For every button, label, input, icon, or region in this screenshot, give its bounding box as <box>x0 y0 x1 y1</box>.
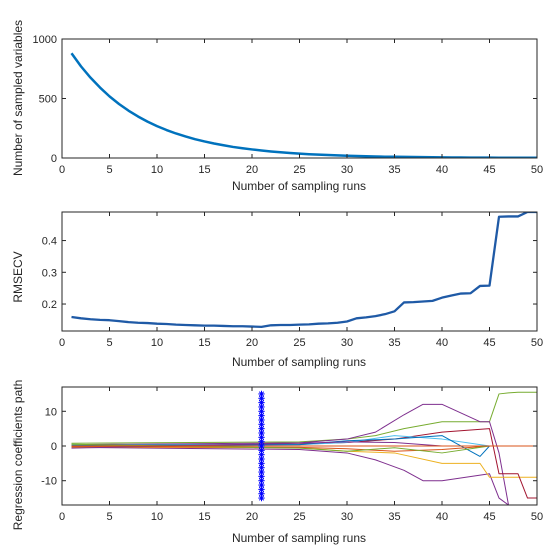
x-tick-label: 30 <box>341 164 353 176</box>
x-tick-label: 0 <box>59 337 65 349</box>
marker-point <box>258 447 265 454</box>
x-tick-label: 20 <box>246 337 258 349</box>
x-tick-label: 40 <box>436 511 448 523</box>
x-tick-label: 20 <box>246 164 258 176</box>
y-tick-label: 0 <box>51 441 57 453</box>
x-tick-label: 45 <box>483 164 495 176</box>
series-line-1 <box>71 403 537 505</box>
y-tick-label: 0.2 <box>42 299 57 311</box>
plot-area <box>62 39 537 158</box>
y-tick-label: 0.3 <box>42 267 57 279</box>
series-group <box>71 391 537 505</box>
panel-regression-coefficients: Number of sampling runs Regression coeff… <box>11 380 543 545</box>
x-tick-label: 10 <box>151 164 163 176</box>
x-tick-label: 40 <box>436 164 448 176</box>
y-axis-label: Number of sampled variables <box>11 20 25 176</box>
panel-sampled-variables: Number of sampling runs Number of sample… <box>11 20 543 193</box>
x-tick-label: 40 <box>436 337 448 349</box>
x-axis-label: Number of sampling runs <box>232 179 366 193</box>
x-tick-label: 25 <box>293 337 305 349</box>
x-tick-label: 35 <box>388 164 400 176</box>
x-tick-label: 5 <box>106 337 112 349</box>
x-tick-label: 45 <box>483 511 495 523</box>
marker-point <box>258 408 265 415</box>
x-tick-label: 50 <box>531 511 543 523</box>
y-tick-label: 0 <box>51 153 57 165</box>
x-tick-label: 15 <box>198 511 210 523</box>
x-tick-label: 30 <box>341 337 353 349</box>
x-tick-label: 15 <box>198 164 210 176</box>
marker-point <box>258 399 265 406</box>
x-tick-label: 35 <box>388 511 400 523</box>
x-tick-label: 10 <box>151 337 163 349</box>
y-tick-label: 10 <box>45 406 57 418</box>
x-tick-label: 5 <box>106 164 112 176</box>
panel-rmsecv: Number of sampling runs RMSECV 0 5 10 15 20 2… <box>11 211 543 369</box>
x-tick-label: 15 <box>198 337 210 349</box>
marker-point <box>258 438 265 445</box>
y-tick-label: 1000 <box>33 34 57 46</box>
marker-point <box>258 451 265 458</box>
y-tick-label: 0.4 <box>42 236 57 248</box>
series-line-6 <box>71 435 537 457</box>
x-tick-label: 50 <box>531 164 543 176</box>
x-tick-label: 25 <box>293 164 305 176</box>
x-tick-label: 20 <box>246 511 258 523</box>
plot-area <box>62 212 537 331</box>
series-line-2 <box>71 446 537 505</box>
x-tick-label: 10 <box>151 511 163 523</box>
y-axis-label: Regression coefficients path <box>11 380 25 531</box>
y-axis-label: RMSECV <box>11 251 25 302</box>
y-tick-label: -10 <box>41 476 57 488</box>
marker-point <box>258 390 265 398</box>
x-tick-label: 5 <box>106 511 112 523</box>
x-tick-label: 45 <box>483 337 495 349</box>
selected-run-marker <box>258 390 265 502</box>
x-tick-label: 25 <box>293 511 305 523</box>
series-group <box>71 212 537 329</box>
marker-point <box>258 464 265 471</box>
x-axis-label: Number of sampling runs <box>232 355 366 369</box>
y-tick-label: 500 <box>39 94 57 106</box>
x-tick-label: 35 <box>388 337 400 349</box>
x-tick-label: 0 <box>59 511 65 523</box>
x-tick-label: 30 <box>341 511 353 523</box>
marker-point <box>258 468 265 476</box>
x-tick-label: 0 <box>59 164 65 176</box>
x-tick-label: 50 <box>531 337 543 349</box>
x-axis-label: Number of sampling runs <box>232 531 366 545</box>
series-line-0 <box>71 212 537 329</box>
